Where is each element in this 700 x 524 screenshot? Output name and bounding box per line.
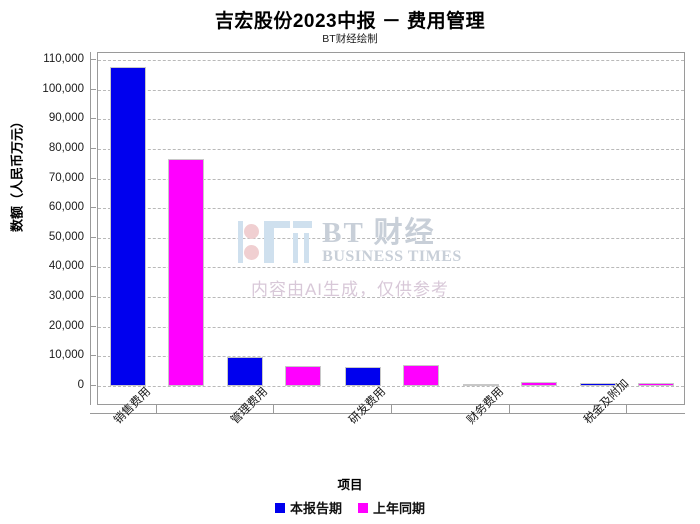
bar [638,383,675,386]
legend-item[interactable]: 上年同期 [358,498,425,517]
y-axis-tick-label: 70,000 [48,171,84,184]
x-axis-tick-mark [626,405,628,413]
x-axis-tick-mark [273,405,275,413]
gridline [98,148,684,150]
legend-swatch-icon [274,502,285,513]
y-axis-tick-mark [90,88,96,90]
bar [580,383,617,386]
y-axis-line [90,52,91,405]
y-axis-tick-mark [90,59,96,60]
bar [403,365,439,386]
gridline [98,267,684,269]
y-axis-tick-mark [90,177,96,179]
legend-label: 上年同期 [373,501,426,516]
x-axis-title: 项目 [337,478,363,492]
chart-legend: 本报告期 上年同期 [0,498,700,517]
y-axis-tick-label: 30,000 [48,290,84,303]
legend-label: 本报告期 [289,501,342,516]
x-axis-tick-mark [391,405,392,413]
y-axis-tick-label: 90,000 [48,112,84,125]
x-axis-tick-mark [155,405,157,413]
y-axis-tick-mark [90,266,96,268]
y-axis-tick-label: 50,000 [48,230,84,243]
gridline [98,297,684,299]
chart-title: 吉宏股份2023中报 － 费用管理 [214,11,486,32]
gridline [98,60,684,61]
chart-subtitle: BT财经绘制 [322,33,378,45]
bar [285,366,322,386]
bar [109,67,146,386]
y-axis-title: 数额（人民币万元） [9,115,25,233]
bar [345,367,381,386]
y-axis-tick-mark [90,325,96,327]
y-axis-tick-label: 60,000 [48,201,84,214]
bar [167,159,204,386]
y-axis-tick-mark [90,147,96,149]
bar [227,356,264,386]
bar [520,382,557,386]
y-axis-tick-label: 80,000 [48,141,84,154]
y-axis-tick-mark [90,207,96,209]
legend-swatch-icon [358,502,368,513]
gridline [98,119,684,121]
gridline [98,208,684,210]
y-axis-tick-mark [90,355,96,357]
y-axis-tick-label: 40,000 [48,260,84,273]
gridline [98,237,684,239]
gridline [98,326,684,328]
y-axis-tick-label: 100,000 [42,82,84,95]
gridline [98,89,684,91]
y-axis-tick-label: 110,000 [43,53,84,65]
legend-item[interactable]: 本报告期 [274,498,342,517]
gridline [98,356,684,358]
y-axis-tick-mark [90,296,96,298]
y-axis-tick-label: 10,000 [48,349,84,362]
y-axis-tick-label: 0 [77,379,84,391]
y-axis-tick-mark [90,236,96,238]
y-axis-tick-mark [90,385,96,386]
gridline [98,386,684,387]
plot-area [97,52,685,405]
gridline [98,178,684,180]
x-axis-tick-mark [508,405,510,413]
bar [462,384,499,386]
x-axis-line [90,413,685,414]
y-axis-tick-mark [90,118,96,120]
y-axis-tick-label: 20,000 [48,319,84,332]
